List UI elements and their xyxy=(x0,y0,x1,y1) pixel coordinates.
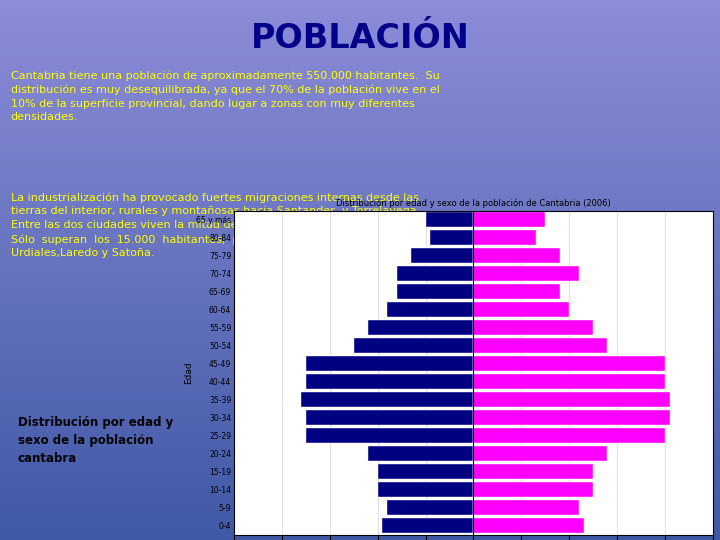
Bar xyxy=(382,518,474,534)
Bar xyxy=(431,230,474,245)
Bar xyxy=(474,464,593,480)
Bar xyxy=(474,248,559,264)
Bar xyxy=(474,212,545,227)
Bar xyxy=(301,392,474,407)
Bar xyxy=(474,392,670,407)
Bar xyxy=(474,302,569,317)
Bar xyxy=(474,374,665,389)
Bar xyxy=(474,284,559,299)
Bar xyxy=(306,410,474,426)
Bar xyxy=(397,266,474,281)
Bar xyxy=(474,320,593,335)
Bar xyxy=(474,266,579,281)
Bar xyxy=(377,464,474,480)
Bar xyxy=(368,446,474,461)
Bar xyxy=(474,446,608,461)
Bar xyxy=(411,248,474,264)
Bar xyxy=(354,338,474,353)
Bar xyxy=(474,338,608,353)
Bar xyxy=(377,482,474,497)
Bar xyxy=(426,212,474,227)
Bar xyxy=(387,500,474,515)
Bar xyxy=(474,518,583,534)
Bar xyxy=(397,284,474,299)
Title: Distribución por edad y sexo de la población de Cantabria (2006): Distribución por edad y sexo de la pobla… xyxy=(336,199,611,208)
Bar xyxy=(387,302,474,317)
Text: Distribución por edad y
sexo de la población
cantabra: Distribución por edad y sexo de la pobla… xyxy=(18,416,174,465)
Y-axis label: Edad: Edad xyxy=(184,361,193,384)
Bar xyxy=(474,356,665,372)
Text: Cantabria tiene una población de aproximadamente 550.000 habitantes.  Su
distrib: Cantabria tiene una población de aproxim… xyxy=(11,70,440,122)
Text: POBLACIÓN: POBLACIÓN xyxy=(251,22,469,55)
Text: La industrialización ha provocado fuertes migraciones internas desde las
tierras: La industrialización ha provocado fuerte… xyxy=(11,192,420,258)
Bar xyxy=(306,428,474,443)
Bar xyxy=(474,500,579,515)
Bar xyxy=(306,374,474,389)
Bar xyxy=(474,230,536,245)
Bar xyxy=(474,428,665,443)
Bar xyxy=(306,356,474,372)
Bar xyxy=(474,482,593,497)
Bar xyxy=(368,320,474,335)
Bar xyxy=(474,410,670,426)
